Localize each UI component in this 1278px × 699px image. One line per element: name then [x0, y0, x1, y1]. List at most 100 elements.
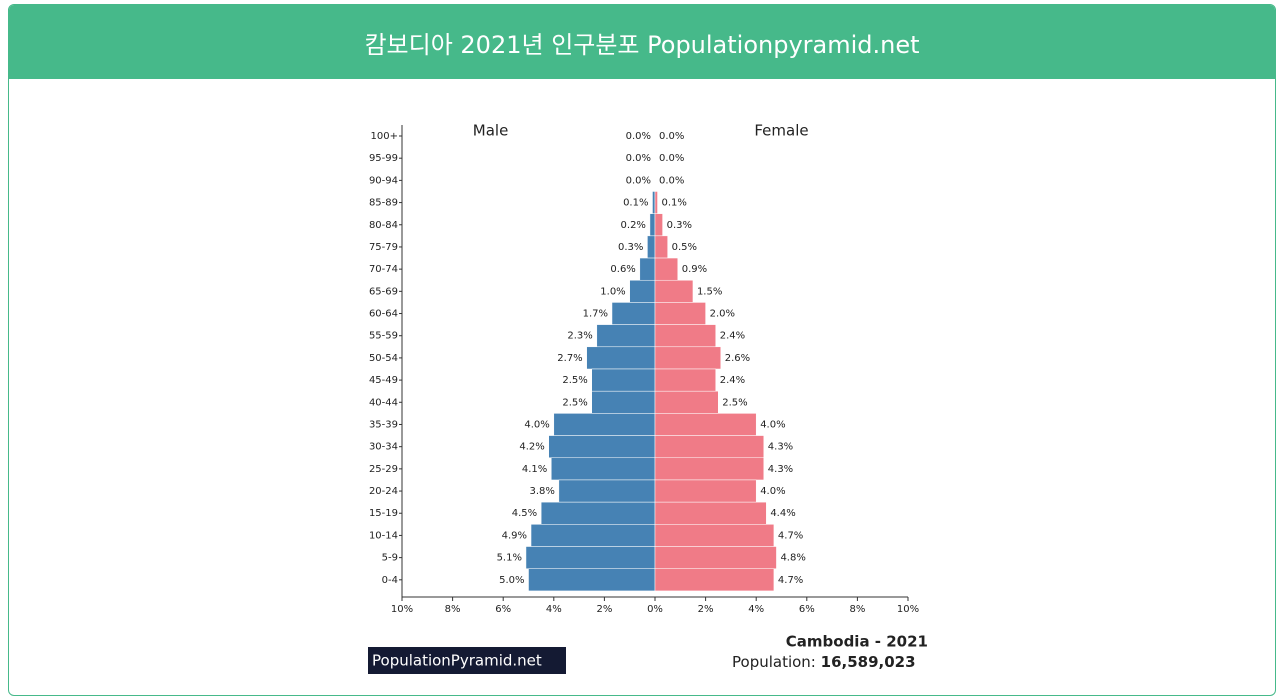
x-tick-label: 10%	[391, 604, 413, 615]
bar	[654, 546, 777, 569]
value-label: 4.7%	[778, 530, 803, 541]
bar	[548, 435, 656, 459]
population-label: Population:	[732, 653, 816, 671]
y-tick-label: 35-39	[369, 419, 398, 430]
y-tick-label: 25-29	[369, 464, 398, 475]
bar	[654, 368, 716, 392]
value-label: 0.1%	[623, 198, 648, 209]
y-tick-label: 50-54	[369, 353, 398, 364]
y-tick-label: 10-14	[369, 530, 398, 541]
bar	[654, 257, 679, 281]
value-label: 1.5%	[697, 286, 722, 297]
x-tick-label: 8%	[849, 604, 865, 615]
value-label: 0.6%	[610, 264, 635, 275]
bar	[654, 213, 663, 237]
bar	[654, 390, 719, 414]
value-label: 0.5%	[672, 242, 697, 253]
value-label: 5.0%	[499, 575, 524, 586]
value-label: 2.0%	[710, 309, 735, 320]
value-label: 2.5%	[722, 397, 747, 408]
y-tick-label: 40-44	[369, 397, 398, 408]
value-label: 2.6%	[725, 353, 750, 364]
y-tick-label: 20-24	[369, 486, 398, 497]
x-tick-label: 2%	[698, 604, 714, 615]
bar	[611, 302, 656, 325]
y-tick-label: 60-64	[369, 309, 398, 320]
brand-badge	[368, 647, 566, 674]
bar	[654, 524, 775, 547]
y-tick-label: 75-79	[369, 242, 398, 253]
y-tick-label: 30-34	[369, 442, 398, 453]
bar	[586, 346, 656, 370]
value-label: 0.0%	[659, 153, 684, 164]
y-tick-label: 55-59	[369, 331, 398, 342]
y-tick-label: 95-99	[369, 153, 398, 164]
y-tick-label: 0-4	[382, 575, 398, 586]
x-tick-label: 4%	[546, 604, 562, 615]
bar	[652, 191, 656, 214]
bar	[654, 235, 668, 259]
bar	[649, 213, 656, 237]
value-label: 2.4%	[720, 331, 745, 342]
value-label: 0.1%	[662, 198, 687, 209]
x-tick-label: 6%	[495, 604, 511, 615]
bar	[629, 279, 656, 303]
bar	[530, 524, 656, 547]
bar	[647, 235, 656, 259]
value-label: 0.2%	[621, 220, 646, 231]
y-tick-label: 80-84	[369, 220, 398, 231]
value-label: 0.0%	[659, 175, 684, 186]
y-tick-label: 15-19	[369, 508, 398, 519]
y-tick-label: 100+	[371, 131, 398, 142]
bar	[654, 479, 757, 503]
bar	[654, 324, 716, 348]
y-tick-label: 5-9	[382, 553, 398, 564]
value-label: 4.0%	[760, 486, 785, 497]
bar	[654, 191, 658, 214]
x-tick-label: 10%	[897, 604, 919, 615]
value-label: 4.5%	[512, 508, 537, 519]
value-label: 0.3%	[667, 220, 692, 231]
x-tick-label: 0%	[647, 604, 663, 615]
value-label: 4.2%	[519, 442, 544, 453]
value-label: 0.0%	[626, 175, 651, 186]
value-label: 0.0%	[659, 131, 684, 142]
x-tick-label: 4%	[748, 604, 764, 615]
value-label: 4.0%	[760, 419, 785, 430]
bar	[654, 501, 767, 525]
value-label: 4.1%	[522, 464, 547, 475]
population: Population: 16,589,023	[732, 653, 916, 671]
value-label: 0.9%	[682, 264, 707, 275]
y-tick-label: 65-69	[369, 286, 398, 297]
bar	[528, 568, 656, 592]
bar	[553, 413, 656, 436]
x-tick-label: 8%	[445, 604, 461, 615]
bar	[558, 479, 656, 503]
bar	[654, 302, 706, 325]
bar	[551, 457, 656, 481]
value-label: 2.5%	[562, 397, 587, 408]
card: 캄보디아 2021년 인구분포 Populationpyramid.net	[8, 4, 1276, 696]
value-label: 5.1%	[497, 553, 522, 564]
value-label: 4.3%	[768, 442, 793, 453]
bar	[591, 368, 656, 392]
bar	[654, 279, 694, 303]
value-label: 2.4%	[720, 375, 745, 386]
bar	[591, 390, 656, 414]
value-label: 4.8%	[780, 553, 805, 564]
value-label: 4.7%	[778, 575, 803, 586]
bar	[654, 568, 775, 592]
y-tick-label: 45-49	[369, 375, 398, 386]
y-tick-label: 90-94	[369, 175, 398, 186]
brand: PopulationPyramid.net	[372, 652, 542, 670]
value-label: 0.0%	[626, 131, 651, 142]
bar	[654, 413, 757, 436]
value-label: 1.0%	[600, 286, 625, 297]
value-label: 4.3%	[768, 464, 793, 475]
x-tick-label: 6%	[799, 604, 815, 615]
y-tick-label: 85-89	[369, 198, 398, 209]
bar	[639, 257, 656, 281]
y-tick-label: 70-74	[369, 264, 398, 275]
header-title: 캄보디아 2021년 인구분포 Populationpyramid.net	[9, 5, 1275, 79]
